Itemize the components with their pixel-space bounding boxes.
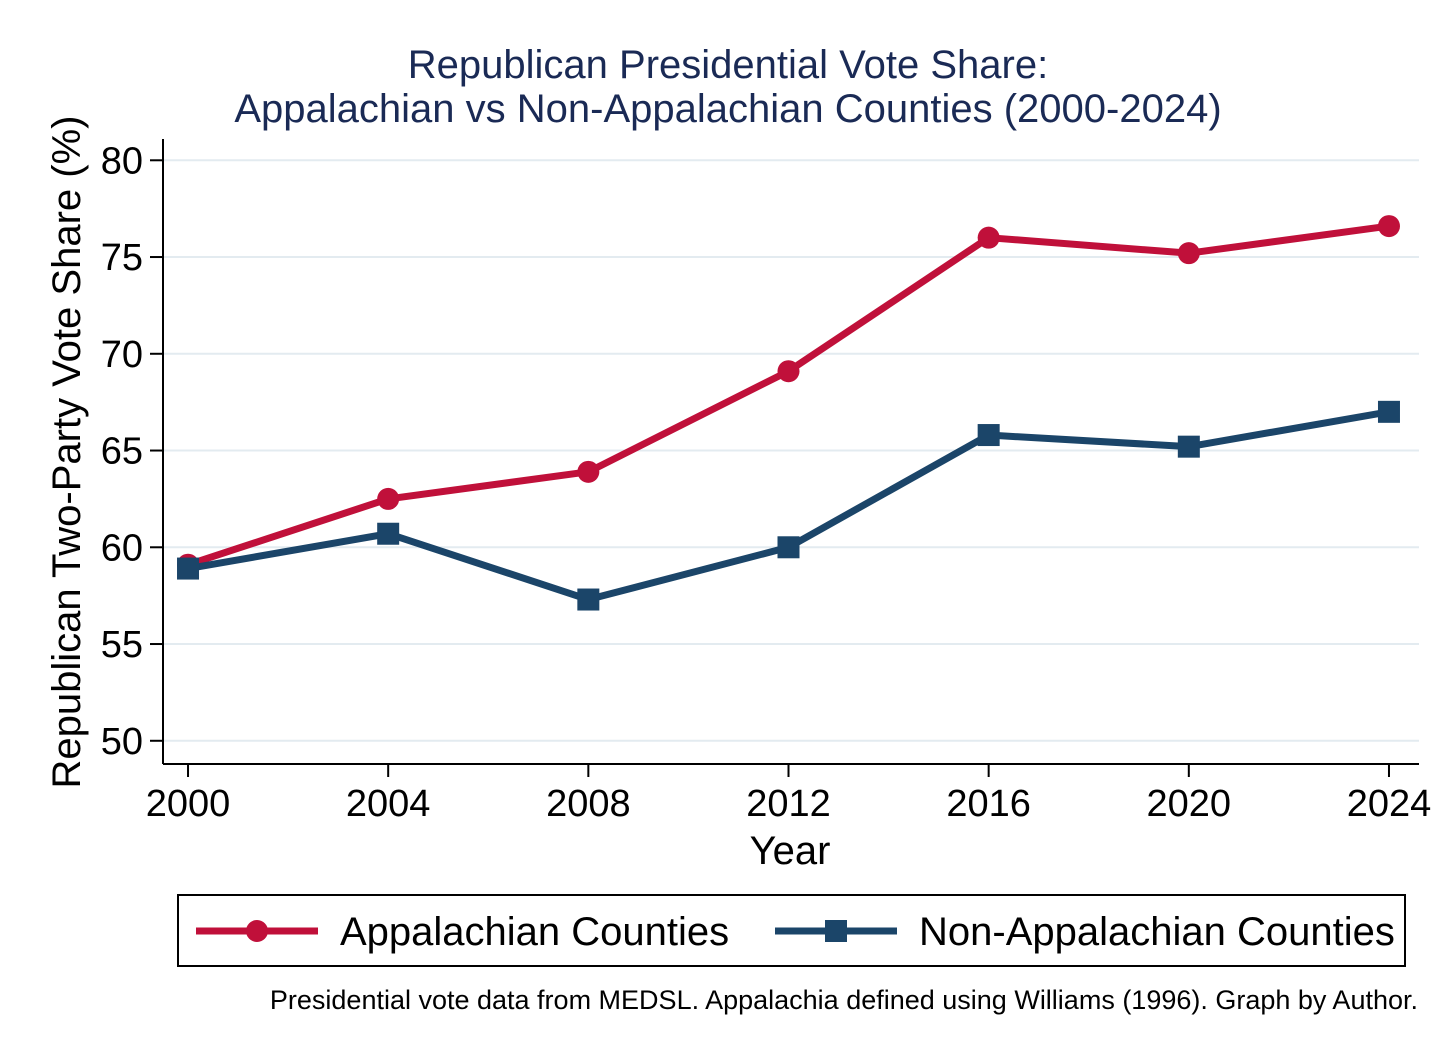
- data-point-circle: [377, 487, 400, 510]
- y-tick-label: 60: [101, 527, 143, 569]
- x-tick-label: 2000: [146, 783, 231, 825]
- series-non-appalachian: [177, 400, 1400, 611]
- x-axis-title: Year: [750, 829, 831, 873]
- y-tick-label: 80: [101, 140, 143, 182]
- x-tick-label: 2016: [946, 783, 1031, 825]
- data-point-circle: [777, 360, 800, 383]
- x-tick-label: 2020: [1147, 783, 1232, 825]
- legend: Appalachian Counties Non-Appalachian Cou…: [177, 894, 1406, 967]
- x-tick-label: 2008: [546, 783, 631, 825]
- axes: 50 55 60 65 70 75 80 2000 2004 2008 2012 2016 2020 20…: [101, 139, 1432, 825]
- y-tick-label: 70: [101, 334, 143, 376]
- y-axis-title: Republican Two-Party Vote Share (%): [45, 116, 89, 789]
- data-point-square: [977, 424, 1000, 447]
- data-point-circle: [577, 460, 600, 483]
- data-point-circle: [1377, 215, 1400, 238]
- data-point-square: [377, 522, 400, 545]
- chart-title-group: Republican Presidential Vote Share: Appa…: [234, 43, 1221, 131]
- legend-marker-square: [825, 920, 847, 942]
- legend-label-non-appalachian: Non-Appalachian Counties: [919, 910, 1395, 954]
- data-point-square: [177, 557, 200, 580]
- chart-title: Republican Presidential Vote Share:: [408, 43, 1048, 87]
- series-line: [186, 222, 1390, 569]
- y-tick-label: 55: [101, 624, 143, 666]
- x-tick-label: 2004: [346, 783, 431, 825]
- data-point-square: [1177, 435, 1200, 458]
- chart-subtitle: Appalachian vs Non-Appalachian Counties …: [234, 87, 1221, 131]
- y-tick-label: 65: [101, 431, 143, 473]
- source-note: Presidential vote data from MEDSL. Appal…: [270, 985, 1418, 1015]
- x-tick-label: 2012: [746, 783, 831, 825]
- series-appalachian: [177, 215, 1400, 576]
- data-point-square: [777, 536, 800, 559]
- y-tick-label: 75: [101, 237, 143, 279]
- legend-marker-circle: [246, 920, 268, 942]
- data-point-square: [577, 588, 600, 611]
- data-point-circle: [1177, 242, 1200, 265]
- data-point-circle: [977, 226, 1000, 249]
- x-tick-label: 2024: [1347, 783, 1432, 825]
- series-group: [177, 215, 1400, 611]
- data-point-square: [1377, 400, 1400, 423]
- y-tick-label: 50: [101, 721, 143, 763]
- legend-label-appalachian: Appalachian Counties: [340, 910, 729, 954]
